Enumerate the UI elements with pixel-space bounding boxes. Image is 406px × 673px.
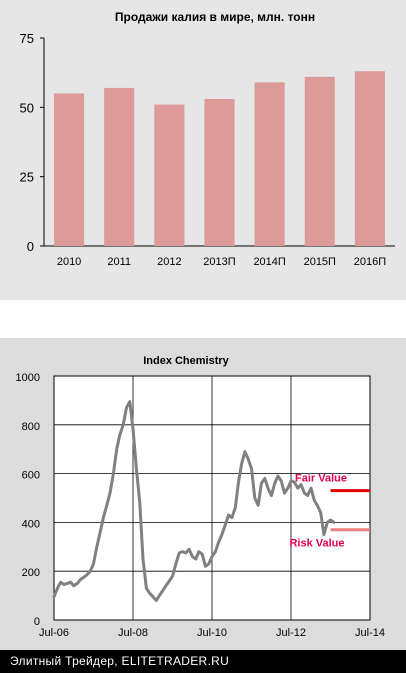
- line-y-tick-label: 1000: [16, 372, 40, 384]
- line-x-tick-label: Jul-06: [39, 627, 69, 639]
- bar-chart-title: Продажи калия в мире, млн. тонн: [115, 10, 315, 24]
- bar-2011: [104, 87, 135, 246]
- line-x-tick-label: Jul-08: [118, 627, 148, 639]
- bar-2014П: [254, 82, 285, 246]
- line-chart-title: Index Chemistry: [143, 355, 229, 367]
- bar-2015П: [304, 76, 335, 247]
- bar-y-tick-label: 0: [27, 239, 34, 254]
- line-x-tick-label: Jul-10: [197, 627, 227, 639]
- bar-2013П: [204, 99, 235, 246]
- bar-y-tick-label: 50: [20, 100, 34, 115]
- fair-value-label: Fair Value: [295, 473, 347, 485]
- bar-x-tick-label: 2012: [157, 256, 181, 268]
- line-chart-svg: Index Chemistry 0 200 400 600 800 1000 Jul-06 J…: [16, 355, 385, 639]
- bar-x-tick-label: 2016П: [354, 256, 386, 268]
- line-y-tick-label: 800: [22, 421, 40, 433]
- line-y-tick-label: 400: [22, 518, 40, 530]
- potash-sales-bar-chart: Продажи калия в мире, млн. тонн 0 25 50 75 2…: [0, 0, 406, 300]
- bar-chart-svg: Продажи калия в мире, млн. тонн 0 25 50 75 2…: [20, 10, 395, 268]
- bar-y-tick-label: 25: [20, 170, 34, 185]
- bar-x-tick-label: 2015П: [304, 256, 336, 268]
- bar-x-tick-label: 2014П: [253, 256, 285, 268]
- risk-value-label: Risk Value: [289, 538, 344, 550]
- bar-x-tick-label: 2010: [57, 256, 81, 268]
- bar-x-tick-label: 2013П: [203, 256, 235, 268]
- line-x-tick-label: Jul-12: [276, 627, 306, 639]
- line-y-tick-label: 0: [34, 616, 40, 628]
- bar-2012: [154, 104, 185, 246]
- bar-y-tick-label: 75: [20, 31, 34, 46]
- bar-2016П: [354, 71, 385, 246]
- index-chemistry-line: [52, 400, 336, 602]
- bar-x-tick-label: 2011: [107, 256, 131, 268]
- index-chemistry-line-chart: Index Chemistry 0 200 400 600 800 1000 Jul-06 J…: [0, 338, 406, 650]
- bar-2010: [54, 93, 85, 246]
- line-x-tick-label: Jul-14: [355, 627, 385, 639]
- footer-credit: Элитный Трейдер, ELITETRADER.RU: [0, 650, 406, 673]
- line-y-tick-label: 600: [22, 470, 40, 482]
- line-y-tick-label: 200: [22, 567, 40, 579]
